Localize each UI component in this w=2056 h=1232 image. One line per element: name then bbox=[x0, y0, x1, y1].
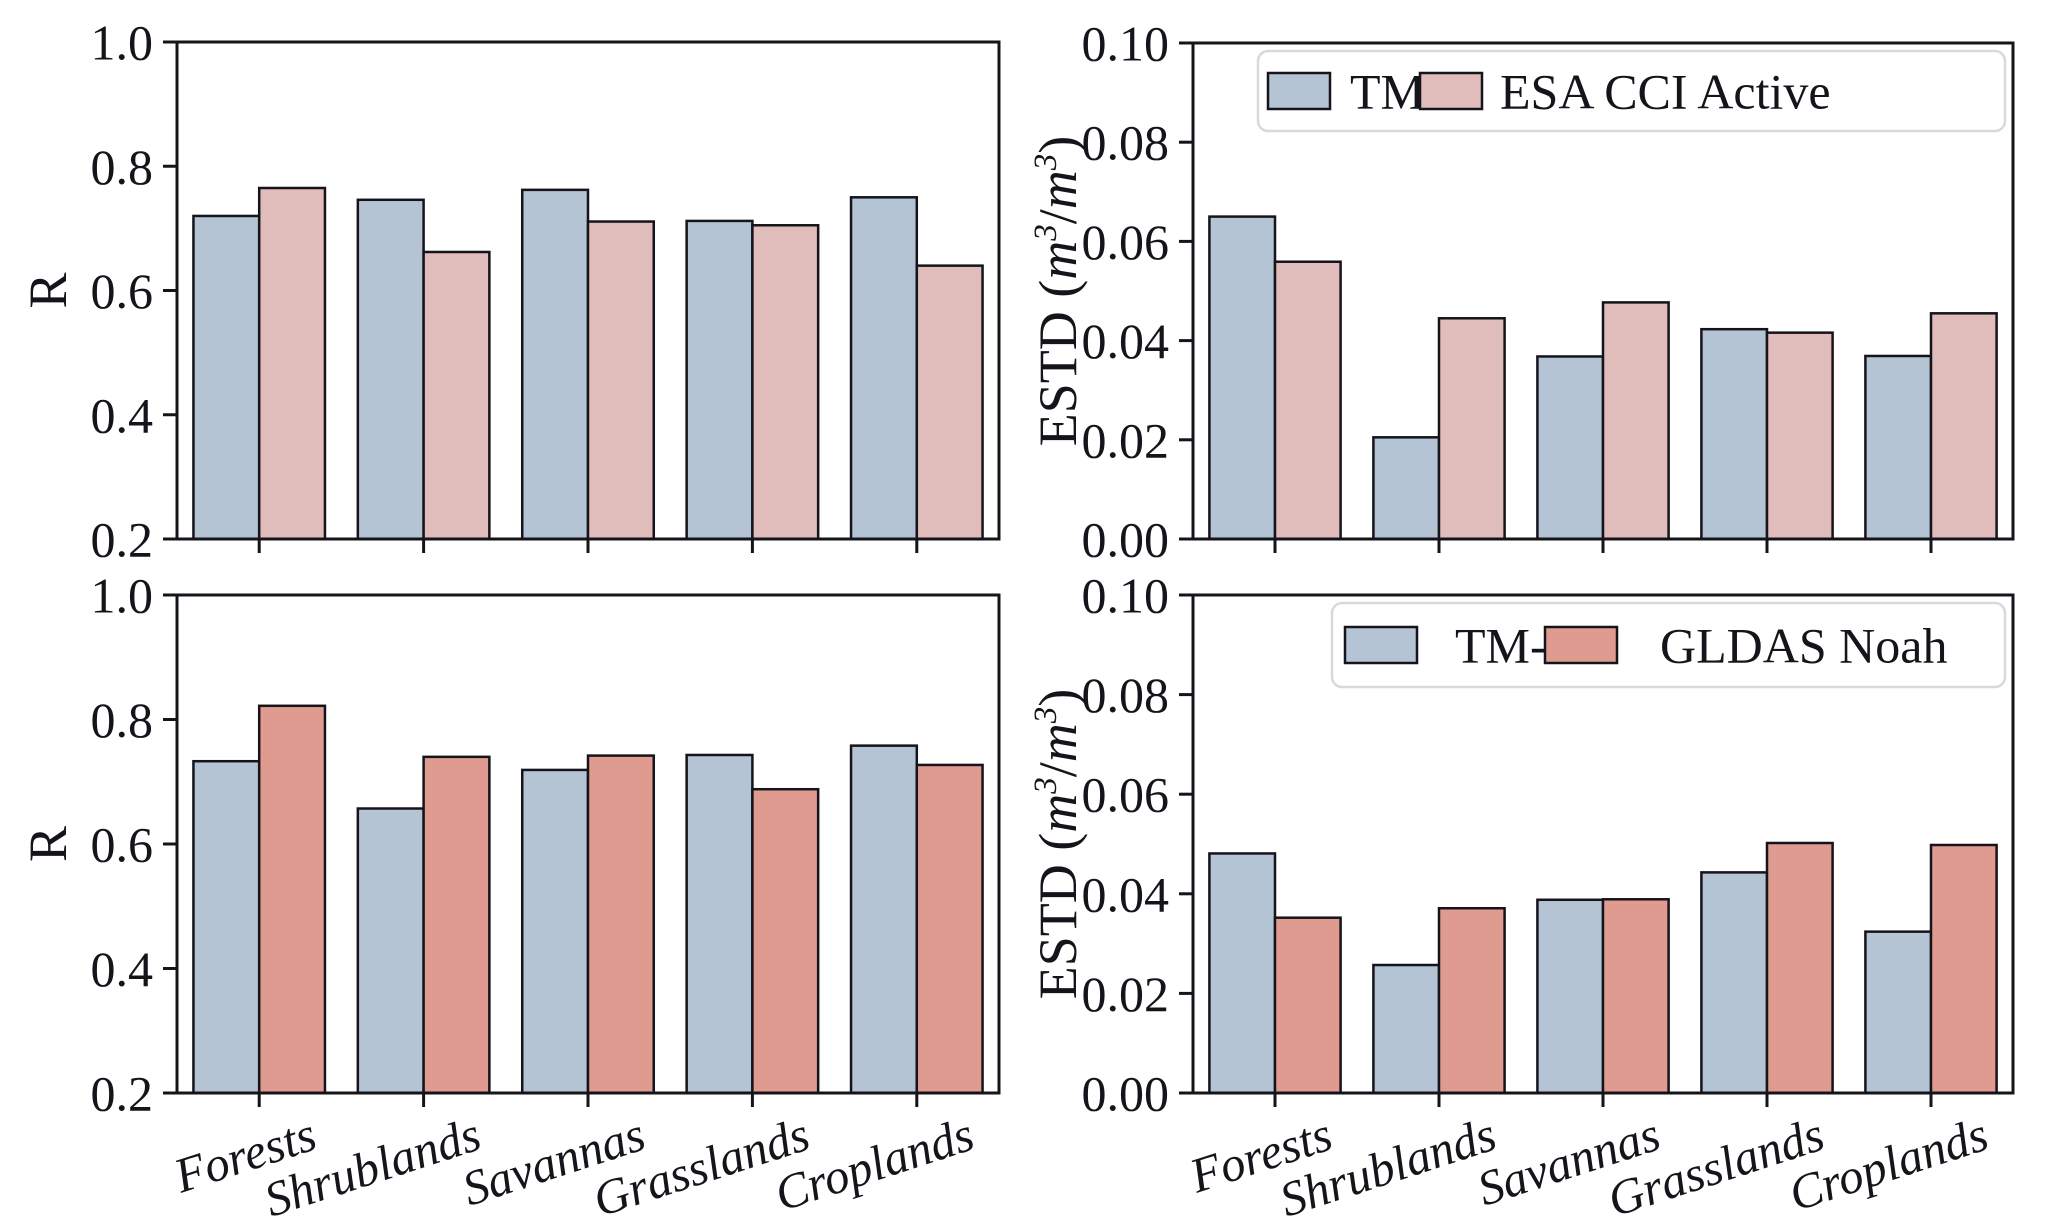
y-axis: 0.00 0.02 0.04 0.06 0.08 0.10 bbox=[1082, 568, 1193, 1122]
bar-ESA CCI Active-Savannas bbox=[1601, 301, 1670, 541]
bar-GLDAS Noah-Shrublands bbox=[422, 755, 491, 1095]
bar-TM-1-Grasslands bbox=[685, 219, 754, 541]
bar-GLDAS Noah-Croplands bbox=[1929, 843, 1998, 1095]
bar-GLDAS Noah-Croplands bbox=[915, 763, 984, 1095]
bar-ESA CCI Active-Forests bbox=[1273, 260, 1342, 541]
y-tick-label: 0.08 bbox=[1082, 667, 1170, 723]
bar-GLDAS Noah-Grasslands bbox=[1765, 841, 1834, 1095]
y-tick-label: 0.2 bbox=[91, 512, 154, 561]
bar-TM-1-Croplands bbox=[849, 744, 919, 1095]
bar-TM-1-Shrublands bbox=[1372, 963, 1441, 1095]
y-tick-label: 1.0 bbox=[91, 568, 154, 624]
y-axis: 0.2 0.4 0.6 0.8 1.0 bbox=[91, 15, 177, 561]
y-tick-label: 0.6 bbox=[91, 817, 154, 873]
bar-TM-1-Savannas bbox=[520, 768, 590, 1095]
y-tick-label: 0.10 bbox=[1082, 16, 1170, 72]
y-axis-label: R bbox=[18, 826, 78, 862]
bar-ESA CCI Active-Shrublands bbox=[422, 250, 491, 541]
y-axis-label: ESTD (m3/m3) bbox=[1028, 689, 1088, 999]
bar-TM-1-Grasslands bbox=[1700, 327, 1769, 541]
bar-GLDAS Noah-Savannas bbox=[586, 754, 656, 1095]
y-tick-label: 0.08 bbox=[1082, 115, 1170, 171]
bar-TM-1-Forests bbox=[192, 214, 261, 541]
bar-TM-1-Forests bbox=[192, 759, 261, 1095]
bar-ESA CCI Active-Savannas bbox=[586, 220, 656, 541]
y-tick-label: 0.6 bbox=[91, 263, 154, 319]
panel-top-left-r-esa: 0.2 0.4 0.6 0.8 1.0 R bbox=[0, 0, 1028, 560]
legend: TM-1 GLDAS Noah bbox=[1330, 601, 2007, 689]
legend-label-GLDAS Noah: GLDAS Noah bbox=[1660, 618, 1947, 674]
bars bbox=[1208, 215, 1998, 541]
y-tick-label: 0.00 bbox=[1082, 512, 1170, 561]
panel-bottom-left-r-gldas: 0.2 0.4 0.6 0.8 1.0 Forests Shrublands Savannas… bbox=[0, 560, 1028, 1232]
legend-swatch-TM-1 bbox=[1266, 71, 1332, 111]
bar-TM-1-Croplands bbox=[849, 196, 919, 541]
bar-GLDAS Noah-Grasslands bbox=[751, 787, 820, 1095]
y-axis: 0.00 0.02 0.04 0.06 0.08 0.10 bbox=[1082, 16, 1193, 561]
x-axis bbox=[257, 539, 919, 553]
legend-swatch-TM-1 bbox=[1343, 625, 1419, 665]
chart-estd-tm1-vs-gldas-noah: 0.00 0.02 0.04 0.06 0.08 0.10 ForestsShrubland… bbox=[1028, 568, 2015, 1227]
bar-TM-1-Savannas bbox=[1536, 355, 1605, 541]
legend-label-ESA CCI Active: ESA CCI Active bbox=[1500, 64, 1831, 120]
y-tick-label: 0.04 bbox=[1082, 313, 1170, 369]
bar-ESA CCI Active-Croplands bbox=[1929, 312, 1998, 541]
y-tick-label: 0.8 bbox=[91, 692, 154, 748]
y-tick-label: 0.8 bbox=[91, 139, 154, 195]
y-tick-label: 0.02 bbox=[1082, 412, 1170, 468]
bar-ESA CCI Active-Forests bbox=[257, 186, 327, 541]
y-tick-label: 0.06 bbox=[1082, 214, 1170, 270]
y-axis-label: R bbox=[18, 272, 78, 308]
legend-box bbox=[1256, 49, 2007, 133]
panel-top-right-estd-esa: 0.00 0.02 0.04 0.06 0.08 0.10 ESTD (m3/m3) TM-1… bbox=[1028, 0, 2056, 560]
chart-estd-tm1-vs-esa-cci-active: 0.00 0.02 0.04 0.06 0.08 0.10 ESTD (m3/m3) TM-1… bbox=[1028, 16, 2015, 561]
bar-ESA CCI Active-Grasslands bbox=[751, 224, 820, 541]
bar-TM-1-Shrublands bbox=[356, 807, 425, 1095]
y-tick-label: 0.2 bbox=[91, 1066, 154, 1122]
legend-swatch-ESA CCI Active bbox=[1418, 71, 1484, 111]
bar-ESA CCI Active-Shrublands bbox=[1437, 317, 1506, 541]
x-axis bbox=[1273, 539, 1933, 553]
panel-bottom-right-estd-gldas: 0.00 0.02 0.04 0.06 0.08 0.10 Forests Shrubland… bbox=[1028, 560, 2056, 1232]
chart-r-tm1-vs-esa-cci-active: 0.2 0.4 0.6 0.8 1.0 R bbox=[18, 15, 1001, 561]
bar-TM-1-Croplands bbox=[1864, 354, 1933, 541]
bar-TM-1-Croplands bbox=[1864, 930, 1933, 1095]
y-axis-label: ESTD (m3/m3) bbox=[1028, 136, 1088, 446]
bar-GLDAS Noah-Forests bbox=[257, 704, 327, 1095]
bar-GLDAS Noah-Shrublands bbox=[1437, 906, 1506, 1095]
y-axis: 0.2 0.4 0.6 0.8 1.0 bbox=[91, 568, 177, 1122]
bar-TM-1-Savannas bbox=[1536, 898, 1605, 1095]
bars bbox=[1208, 841, 1998, 1095]
chart-r-tm1-vs-gldas-noah: 0.2 0.4 0.6 0.8 1.0 ForestsShrublandsSavannas… bbox=[18, 568, 1001, 1227]
bar-ESA CCI Active-Croplands bbox=[915, 264, 984, 541]
bar-TM-1-Grasslands bbox=[1700, 871, 1769, 1095]
legend: TM-1 ESA CCI Active bbox=[1256, 49, 2007, 133]
bars bbox=[192, 186, 984, 541]
bar-GLDAS Noah-Forests bbox=[1273, 916, 1342, 1095]
y-tick-label: 0.02 bbox=[1082, 966, 1170, 1022]
legend-swatch-GLDAS Noah bbox=[1543, 625, 1619, 665]
x-axis: ForestsShrublandsSavannasGrasslandsCropl… bbox=[1182, 1093, 1994, 1227]
bar-GLDAS Noah-Savannas bbox=[1601, 898, 1670, 1095]
y-tick-label: 1.0 bbox=[91, 15, 154, 71]
y-tick-label: 0.06 bbox=[1082, 767, 1170, 823]
x-axis: ForestsShrublandsSavannasGrasslandsCropl… bbox=[167, 1093, 980, 1227]
bar-ESA CCI Active-Grasslands bbox=[1765, 331, 1834, 541]
bar-TM-1-Grasslands bbox=[685, 753, 754, 1095]
bar-TM-1-Shrublands bbox=[356, 198, 425, 541]
bar-TM-1-Savannas bbox=[520, 188, 590, 541]
bars bbox=[192, 704, 984, 1095]
y-tick-label: 0.04 bbox=[1082, 866, 1170, 922]
bar-TM-1-Forests bbox=[1208, 852, 1277, 1095]
legend-box bbox=[1330, 601, 2007, 689]
y-tick-label: 0.4 bbox=[91, 941, 154, 997]
bar-TM-1-Forests bbox=[1208, 215, 1277, 541]
y-tick-label: 0.10 bbox=[1082, 568, 1170, 624]
bar-TM-1-Shrublands bbox=[1372, 436, 1441, 541]
y-tick-label: 0.00 bbox=[1082, 1066, 1170, 1122]
y-tick-label: 0.4 bbox=[91, 387, 154, 443]
